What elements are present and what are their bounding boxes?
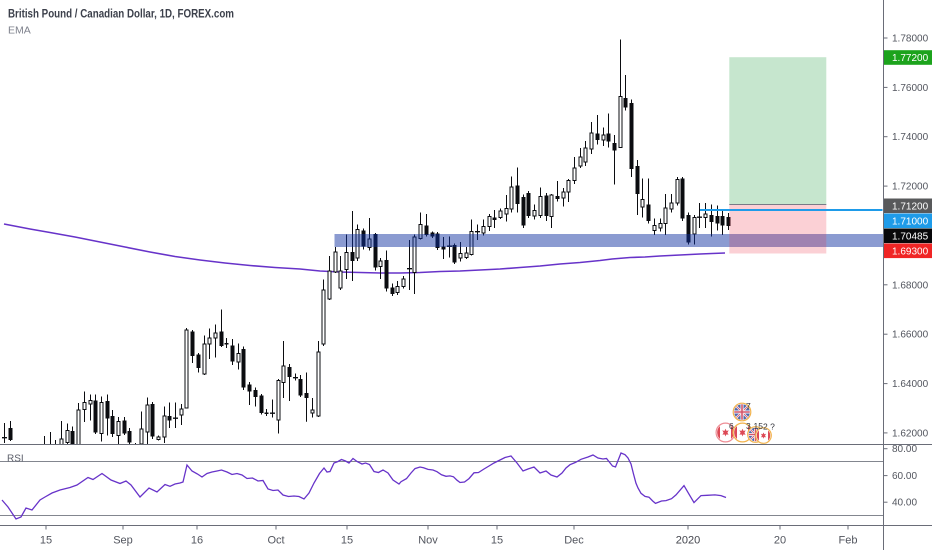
- svg-text:Oct: Oct: [267, 535, 284, 547]
- svg-text:Sep: Sep: [113, 535, 133, 547]
- svg-text:60.00: 60.00: [892, 471, 917, 482]
- svg-text:RSI: RSI: [7, 454, 24, 465]
- svg-text:1.68000: 1.68000: [892, 280, 929, 291]
- svg-text:Nov: Nov: [418, 535, 438, 547]
- svg-text:3: 3: [746, 421, 751, 431]
- svg-text:Dec: Dec: [564, 535, 584, 547]
- svg-text:1.66000: 1.66000: [892, 330, 929, 341]
- svg-text:1.64000: 1.64000: [892, 379, 929, 390]
- svg-text:1.71200: 1.71200: [892, 201, 929, 212]
- svg-text:40.00: 40.00: [892, 498, 917, 509]
- svg-text:1.76000: 1.76000: [892, 83, 929, 94]
- svg-text:British Pound / Canadian Dolla: British Pound / Canadian Dollar, 1D, FOR…: [8, 9, 234, 21]
- svg-text:6: 6: [729, 421, 734, 431]
- svg-text:Feb: Feb: [839, 535, 858, 547]
- svg-text:1.71000: 1.71000: [892, 216, 929, 227]
- svg-text:15: 15: [341, 535, 353, 547]
- svg-text:1.78000: 1.78000: [892, 34, 929, 45]
- svg-text:7: 7: [746, 401, 751, 411]
- svg-text:1.69300: 1.69300: [892, 246, 929, 257]
- svg-text:20: 20: [774, 535, 786, 547]
- svg-text:1.70485: 1.70485: [892, 231, 929, 242]
- svg-text:EMA: EMA: [8, 25, 31, 37]
- svg-text:1.72000: 1.72000: [892, 182, 929, 193]
- svg-text:15: 15: [491, 535, 503, 547]
- svg-text:15: 15: [40, 535, 52, 547]
- svg-text:1.62000: 1.62000: [892, 428, 929, 439]
- svg-text:1.74000: 1.74000: [892, 132, 929, 143]
- svg-text:1.77200: 1.77200: [892, 53, 929, 64]
- svg-text:16: 16: [191, 535, 203, 547]
- svg-text:80.00: 80.00: [892, 444, 917, 455]
- svg-text:15: 15: [754, 421, 764, 431]
- svg-text:2020: 2020: [676, 535, 700, 547]
- svg-text:2 ?: 2 ?: [763, 422, 775, 432]
